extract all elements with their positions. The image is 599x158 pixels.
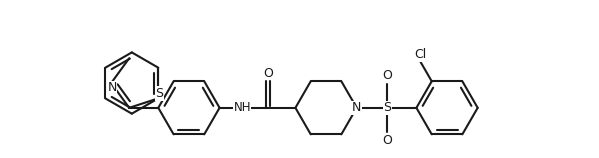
Text: O: O	[264, 67, 273, 80]
Text: NH: NH	[234, 101, 251, 114]
Text: N: N	[352, 101, 361, 114]
Text: S: S	[155, 87, 163, 100]
Text: O: O	[382, 69, 392, 82]
Text: Cl: Cl	[415, 48, 426, 61]
Text: S: S	[383, 101, 391, 114]
Text: O: O	[382, 134, 392, 147]
Text: N: N	[107, 81, 117, 94]
